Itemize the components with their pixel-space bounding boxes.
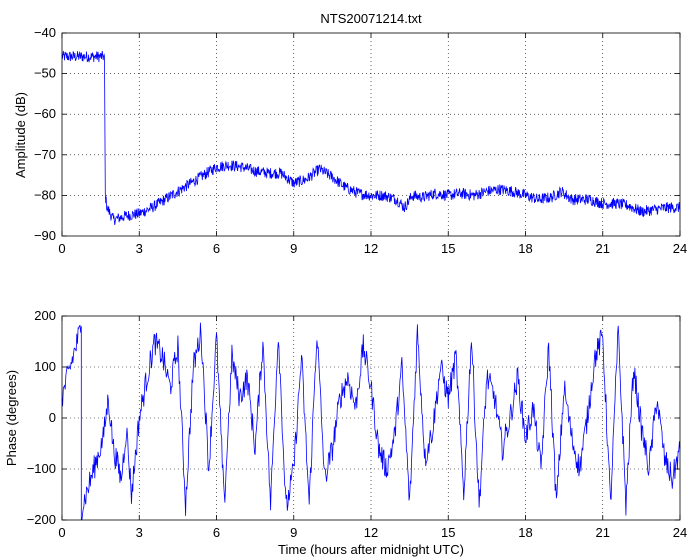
phase-x-tick-label: 0 — [58, 525, 65, 540]
amplitude-y-tick-label: −80 — [34, 187, 56, 202]
phase-y-axis-title: Phase (degrees) — [4, 370, 19, 466]
phase-axes: 0 3 6 9 12 15 18 21 24 −200 −100 0 100 200 — [27, 308, 688, 540]
amplitude-series-line-0 — [61, 50, 681, 226]
phase-x-tick-label: 9 — [290, 525, 297, 540]
amplitude-chart: NTS20071214.txt 0 3 6 9 12 15 18 21 24 −90 −80 −70 −… — [13, 11, 687, 256]
phase-x-tick-label: 12 — [364, 525, 378, 540]
phase-y-tick-label: −100 — [27, 461, 56, 476]
phase-series-line-0 — [61, 322, 681, 520]
phase-y-tick-label: 200 — [34, 308, 56, 323]
amplitude-x-tick-label: 0 — [58, 241, 65, 256]
phase-x-tick-label: 15 — [441, 525, 455, 540]
phase-y-tick-label: 0 — [49, 410, 56, 425]
phase-x-tick-label: 6 — [213, 525, 220, 540]
phase-chart: 0 3 6 9 12 15 18 21 24 −200 −100 0 100 200 Phase (deg… — [4, 308, 687, 557]
amplitude-x-tick-label: 15 — [441, 241, 455, 256]
amplitude-y-tick-label: −70 — [34, 147, 56, 162]
amplitude-axes: 0 3 6 9 12 15 18 21 24 −90 −80 −70 −60 −50 −40 — [34, 25, 687, 256]
amplitude-y-axis-title: Amplitude (dB) — [13, 92, 28, 178]
phase-grid — [62, 316, 680, 520]
amplitude-y-tick-label: −60 — [34, 106, 56, 121]
amplitude-x-tick-label: 3 — [136, 241, 143, 256]
phase-x-tick-label: 3 — [136, 525, 143, 540]
amplitude-x-tick-label: 6 — [213, 241, 220, 256]
phase-x-axis-title: Time (hours after midnight UTC) — [278, 542, 464, 557]
amplitude-y-tick-label: −50 — [34, 66, 56, 81]
phase-series — [61, 322, 681, 520]
amplitude-x-tick-label: 9 — [290, 241, 297, 256]
amplitude-chart-title: NTS20071214.txt — [320, 11, 422, 26]
amplitude-x-tick-label: 24 — [673, 241, 687, 256]
amplitude-x-tick-label: 21 — [596, 241, 610, 256]
amplitude-y-tick-label: −90 — [34, 228, 56, 243]
amplitude-x-tick-label: 18 — [518, 241, 532, 256]
phase-y-tick-label: 100 — [34, 359, 56, 374]
phase-x-tick-label: 24 — [673, 525, 687, 540]
phase-x-tick-label: 18 — [518, 525, 532, 540]
phase-y-tick-label: −200 — [27, 512, 56, 527]
amplitude-x-tick-label: 12 — [364, 241, 378, 256]
phase-x-tick-label: 21 — [596, 525, 610, 540]
amplitude-series — [61, 50, 681, 226]
amplitude-y-tick-label: −40 — [34, 25, 56, 40]
